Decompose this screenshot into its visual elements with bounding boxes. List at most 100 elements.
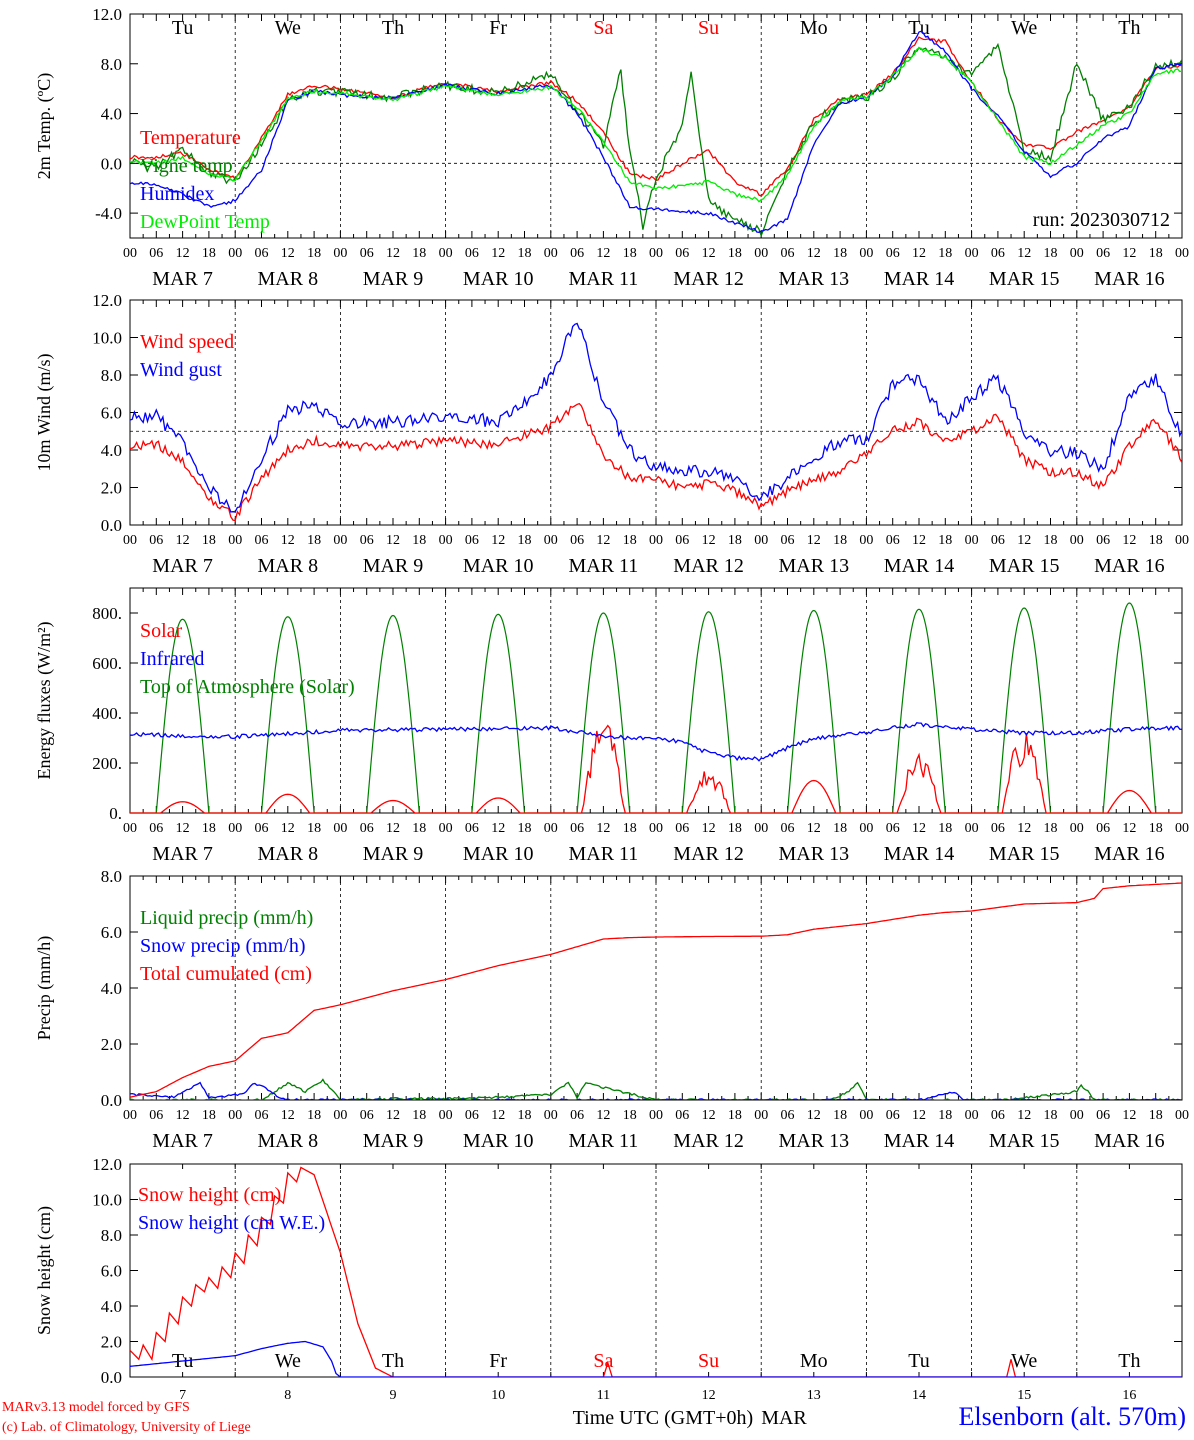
hour-tick-label: 12 <box>912 821 926 836</box>
date-label: MAR 9 <box>363 1130 424 1152</box>
hour-tick-label: 00 <box>333 821 347 836</box>
hour-tick-label: 12 <box>702 533 716 548</box>
series-line-vigne-temp <box>130 42 1182 238</box>
legend-entry: Vigne temp <box>140 155 233 177</box>
hour-tick-label: 06 <box>991 821 1005 836</box>
hour-tick-label: 00 <box>544 246 558 261</box>
hour-tick-label: 06 <box>675 246 689 261</box>
hour-tick-label: 00 <box>228 246 242 261</box>
y-tick-label: 12.0 <box>92 1155 122 1174</box>
hour-tick-label: 18 <box>307 246 321 261</box>
hour-tick-label: 00 <box>439 533 453 548</box>
solar-series-line <box>761 779 867 813</box>
date-label: MAR 16 <box>1094 843 1165 865</box>
hour-tick-label: 12 <box>807 533 821 548</box>
hour-tick-label: 18 <box>202 821 216 836</box>
solar-series-line <box>971 733 1077 813</box>
y-tick-label: 4.0 <box>101 979 122 998</box>
hour-tick-label: 18 <box>1044 1108 1058 1123</box>
hour-tick-label: 00 <box>965 246 979 261</box>
hour-tick-label: 18 <box>412 246 426 261</box>
series-line-total-cumulated-cm- <box>130 882 1182 1098</box>
y-tick-label: 8.0 <box>101 867 122 886</box>
panel-5: 0.0 2.0 4.0 6.0 8.0 10.0 12.0 Snow height (cm) 7… <box>34 1155 1183 1429</box>
y-tick-label: 8.0 <box>101 1226 122 1245</box>
hour-tick-label: 00 <box>1175 533 1189 548</box>
toa-series-line <box>1076 602 1182 813</box>
y-tick-label: 6.0 <box>101 1262 122 1281</box>
date-label: MAR 14 <box>884 555 955 577</box>
solar-series-line <box>1076 789 1182 813</box>
y-tick-label: 0.0 <box>101 154 122 173</box>
legend-entry: Solar <box>140 620 183 642</box>
station-title: Elsenborn (alt. 570m) <box>958 1402 1186 1431</box>
legend-entry: Wind gust <box>140 359 222 381</box>
hour-tick-label: 18 <box>202 246 216 261</box>
y-tick-label: 600. <box>92 654 122 673</box>
hour-tick-label: 00 <box>1070 533 1084 548</box>
hour-tick-label: 12 <box>807 821 821 836</box>
hour-tick-label: 00 <box>544 1108 558 1123</box>
hour-tick-label: 18 <box>833 246 847 261</box>
legend-entry: Infrared <box>140 648 204 670</box>
plot-frame <box>129 587 1183 814</box>
y-tick-label: 8.0 <box>101 366 122 385</box>
legend-entry: Snow precip (mm/h) <box>140 935 306 957</box>
hour-tick-label: 12 <box>596 1108 610 1123</box>
hour-tick-label: 00 <box>333 533 347 548</box>
date-label: MAR 12 <box>673 268 744 290</box>
hour-tick-label: 06 <box>675 1108 689 1123</box>
hour-tick-label: 12 <box>807 246 821 261</box>
lab-credit: (c) Lab. of Climatology, University of L… <box>2 1420 251 1435</box>
y-tick-label: 4.0 <box>101 1297 122 1316</box>
hour-tick-label: 00 <box>859 1108 873 1123</box>
hour-tick-label: 06 <box>781 533 795 548</box>
hour-tick-label: 06 <box>255 246 269 261</box>
hour-tick-label: 00 <box>1070 246 1084 261</box>
hour-tick-label: 00 <box>123 1108 137 1123</box>
hour-tick-label: 18 <box>938 821 952 836</box>
weekday-label: Fr <box>489 17 507 39</box>
hour-tick-label: 00 <box>1070 1108 1084 1123</box>
series-group <box>130 30 1182 238</box>
hour-tick-label: 00 <box>333 246 347 261</box>
solar-series-line <box>445 797 551 813</box>
weekday-label: We <box>275 17 301 39</box>
hour-tick-label: 12 <box>1122 246 1136 261</box>
weekday-label: We <box>1011 1350 1037 1372</box>
hour-tick-label: 12 <box>491 1108 505 1123</box>
hour-tick-label: 00 <box>123 821 137 836</box>
hour-tick-label: 06 <box>781 246 795 261</box>
hour-tick-label: 00 <box>123 246 137 261</box>
hour-tick-label: 12 <box>912 246 926 261</box>
weekday-label: Tu <box>908 1350 930 1372</box>
date-label: MAR 7 <box>152 843 213 865</box>
hour-tick-label: 18 <box>728 821 742 836</box>
hour-tick-label: 06 <box>675 533 689 548</box>
legend-entry: Wind speed <box>140 331 234 353</box>
panel-3: 0. 200. 400. 600. 800. Energy fluxes (W/m²) 00… <box>34 587 1189 865</box>
hour-tick-label: 00 <box>965 533 979 548</box>
toa-series-line <box>235 616 341 813</box>
hour-tick-label: 00 <box>1175 821 1189 836</box>
hour-tick-label: 00 <box>333 1108 347 1123</box>
hour-tick-label: 00 <box>649 821 663 836</box>
date-label: MAR 7 <box>152 268 213 290</box>
hour-tick-label: 12 <box>1122 1108 1136 1123</box>
legend-entry: Snow height (cm W.E.) <box>138 1212 325 1234</box>
hour-tick-label: 00 <box>649 246 663 261</box>
date-label: MAR 9 <box>363 843 424 865</box>
series-group <box>130 322 1182 522</box>
hour-tick-label: 00 <box>1175 246 1189 261</box>
hour-tick-label: 06 <box>465 821 479 836</box>
weekday-label: Th <box>382 17 404 39</box>
weekday-label: Sa <box>593 17 613 39</box>
hour-tick-label: 18 <box>307 533 321 548</box>
solar-series-line <box>866 752 972 813</box>
panel-1: -4.0 0.0 4.0 8.0 12.0 2m Temp. (ºC) 00 06 12 18 00… <box>34 5 1189 290</box>
hour-tick-label: 12 <box>386 1108 400 1123</box>
date-label: MAR 13 <box>779 555 850 577</box>
y-tick-label: 200. <box>92 754 122 773</box>
date-label: MAR 7 <box>152 1130 213 1152</box>
series-group <box>130 1166 1182 1377</box>
